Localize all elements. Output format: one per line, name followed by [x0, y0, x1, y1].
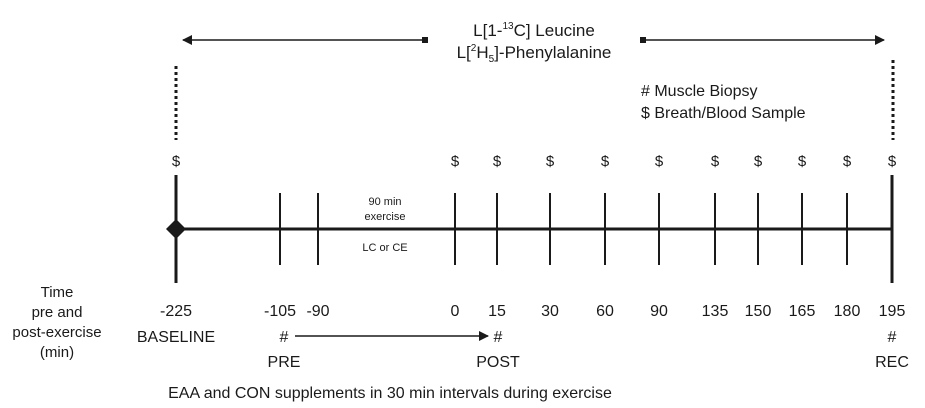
- sample-marker: $: [601, 153, 610, 170]
- time-label: -105: [264, 303, 296, 320]
- sample-marker: $: [798, 153, 807, 170]
- time-label: -90: [306, 303, 329, 320]
- biopsy-marker-pre: #: [280, 329, 289, 346]
- sample-marker: $: [888, 153, 897, 170]
- supplement-footnote: EAA and CON supplements in 30 min interv…: [168, 385, 612, 402]
- axis-label-line: (min): [40, 344, 74, 361]
- tracer-arrow-right-end: [640, 37, 646, 43]
- time-label: 90: [650, 303, 668, 320]
- time-labels: -225 -105 -90 0 15 30 60 90 135 150 165 180 195: [160, 303, 905, 320]
- time-label: 60: [596, 303, 614, 320]
- time-label: 165: [789, 303, 816, 320]
- sample-marker: $: [493, 153, 502, 170]
- sample-marker: $: [843, 153, 852, 170]
- sample-marker: $: [655, 153, 664, 170]
- tracer-infusion-arrows: [182, 35, 885, 45]
- biopsy-marker-post: #: [494, 329, 503, 346]
- time-label: 30: [541, 303, 559, 320]
- baseline-diamond-marker: [166, 219, 186, 239]
- legend-biopsy: # Muscle Biopsy: [641, 83, 758, 100]
- sample-marker: $: [546, 153, 555, 170]
- exercise-condition: LC or CE: [362, 242, 407, 254]
- sample-marker: $: [451, 153, 460, 170]
- time-label: 15: [488, 303, 506, 320]
- time-label: -225: [160, 303, 192, 320]
- tracer-phenylalanine: L[2H5]-Phenylalanine: [457, 43, 612, 65]
- tracer-arrow-left-end: [422, 37, 428, 43]
- phase-post: POST: [476, 354, 520, 371]
- phase-baseline: BASELINE: [137, 329, 215, 346]
- axis-label: Time pre and post-exercise (min): [12, 284, 101, 361]
- sample-marker: $: [172, 153, 181, 170]
- exercise-duration-line1: 90 min: [368, 196, 401, 208]
- time-label: 180: [834, 303, 861, 320]
- phase-rec: REC: [875, 354, 909, 371]
- phase-pre: PRE: [268, 354, 301, 371]
- time-label: 0: [451, 303, 460, 320]
- axis-label-line: Time: [41, 284, 74, 301]
- time-label: 150: [745, 303, 772, 320]
- sample-markers: $ $ $ $ $ $ $ $ $ $ $: [172, 153, 897, 170]
- time-label: 195: [879, 303, 906, 320]
- axis-label-line: post-exercise: [12, 324, 101, 341]
- legend-sample: $ Breath/Blood Sample: [641, 105, 806, 122]
- time-label: 135: [702, 303, 729, 320]
- exercise-duration-line2: exercise: [365, 211, 406, 223]
- axis-label-line: pre and: [32, 304, 83, 321]
- tracer-leucine: L[1-13C] Leucine: [473, 21, 595, 40]
- sample-marker: $: [754, 153, 763, 170]
- sample-marker: $: [711, 153, 720, 170]
- timepoint-ticks: [174, 175, 894, 283]
- biopsy-marker-rec: #: [888, 329, 897, 346]
